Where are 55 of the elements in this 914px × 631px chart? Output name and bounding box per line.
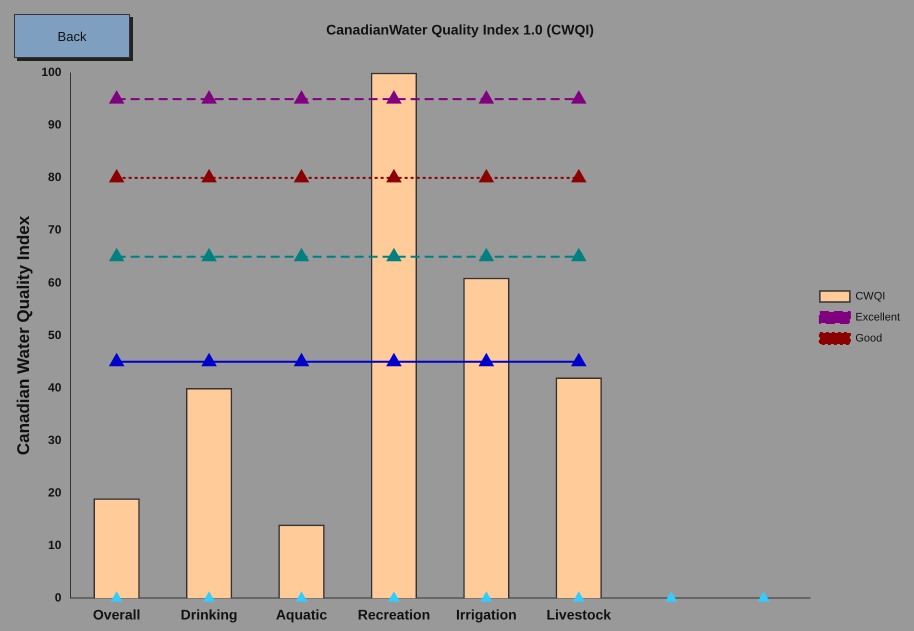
- y-tick-label: 30: [48, 432, 62, 447]
- point: [202, 91, 216, 104]
- y-tick-label: 90: [48, 118, 62, 132]
- point: [202, 248, 216, 262]
- x-tick-label: Overall: [92, 606, 140, 622]
- point: [110, 248, 124, 262]
- legend-label: Excellent: [855, 312, 900, 324]
- legend-label: CWQI: [855, 290, 886, 303]
- point: [294, 91, 309, 104]
- point: [110, 170, 124, 182]
- point: [388, 591, 400, 602]
- point: [479, 354, 494, 366]
- point: [479, 91, 494, 104]
- point: [386, 354, 401, 366]
- point: [295, 591, 308, 602]
- point: [202, 354, 216, 366]
- y-axis-title: Canadian Water Quality Index: [14, 215, 33, 456]
- point: [386, 170, 401, 182]
- y-tick-label: 10: [48, 538, 62, 552]
- y-tick-label: 40: [48, 380, 62, 394]
- point: [294, 354, 309, 366]
- point: [572, 591, 585, 602]
- point: [479, 248, 494, 262]
- x-tick-label: Aquatic: [276, 606, 328, 622]
- point: [110, 591, 123, 602]
- y-tick-label: 50: [48, 328, 62, 342]
- point: [479, 170, 494, 182]
- point: [386, 248, 401, 262]
- y-tick-label: 70: [48, 222, 62, 237]
- point: [665, 591, 678, 602]
- point: [110, 354, 124, 366]
- y-tick-label: 0: [54, 590, 62, 605]
- y-tick-label: 60: [48, 275, 62, 290]
- point: [203, 591, 216, 602]
- point: [572, 248, 586, 262]
- point: [572, 91, 586, 104]
- x-tick-label: Drinking: [180, 606, 238, 622]
- point: [386, 91, 401, 104]
- y-tick-label: 20: [48, 485, 62, 500]
- x-tick-label: Irrigation: [456, 606, 517, 622]
- chart-title: CanadianWater Quality Index 1.0 (CWQI): [326, 21, 594, 38]
- back-button: Back: [14, 14, 130, 58]
- point: [294, 248, 309, 262]
- point: [294, 170, 309, 182]
- y-tick-label: 100: [41, 65, 62, 80]
- x-tick-label: Recreation: [358, 606, 430, 622]
- point: [572, 170, 586, 182]
- point: [202, 170, 216, 182]
- x-tick-label: Livestock: [546, 606, 612, 622]
- point: [758, 591, 770, 602]
- legend-label: Good: [855, 332, 882, 345]
- point: [110, 91, 124, 104]
- point: [480, 591, 492, 602]
- point: [572, 354, 586, 366]
- y-tick-label: 80: [48, 170, 62, 184]
